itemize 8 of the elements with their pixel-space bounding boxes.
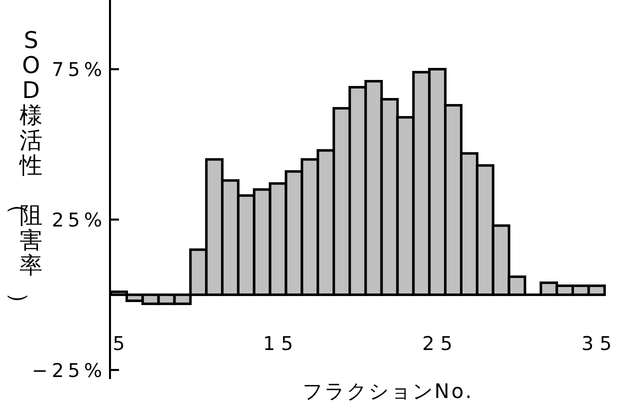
y-tick-label: 75% (52, 59, 106, 82)
x-tick-label: 35 (582, 333, 618, 355)
y-tick-label: −25% (32, 360, 106, 382)
y-tick-label: 25% (52, 210, 106, 232)
x-tick-label: 15 (262, 333, 300, 355)
x-tick-label: 25 (422, 333, 458, 355)
x-axis-title: フラクションNo. (302, 379, 474, 403)
x-tick-label: 5 (112, 333, 131, 355)
